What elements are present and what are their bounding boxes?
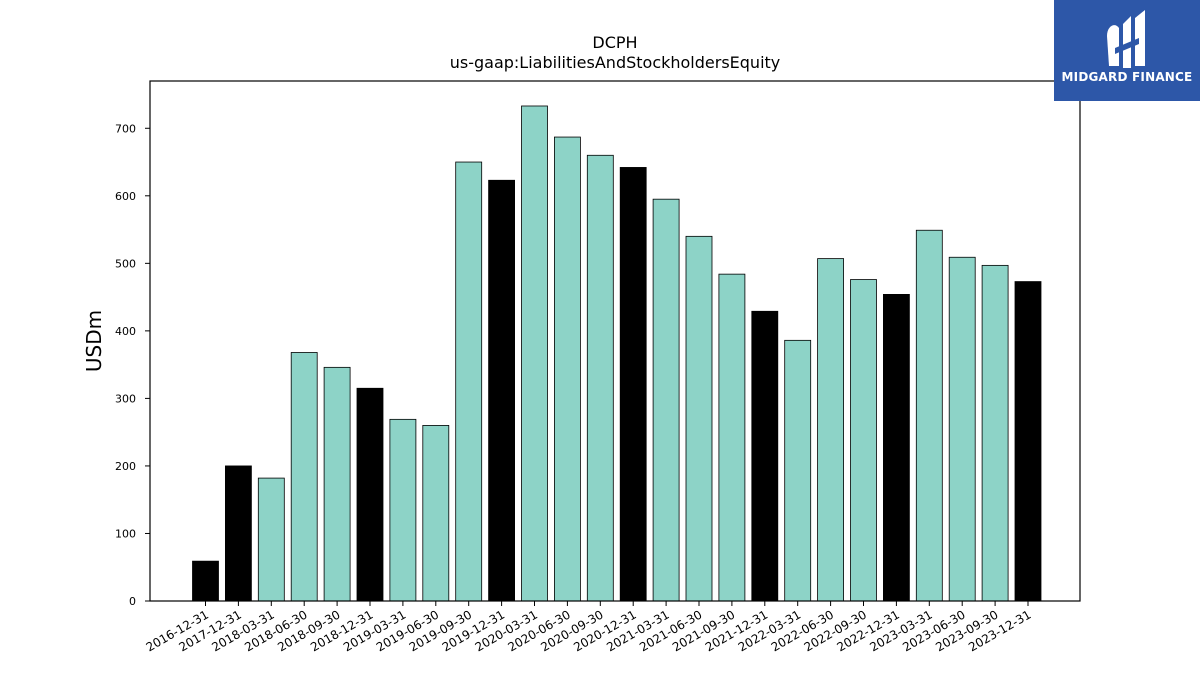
bar-2016-12-31 (192, 560, 219, 602)
bar-2019-09-30 (455, 161, 483, 602)
bar-2019-03-31 (389, 418, 417, 602)
bar-2018-06-30 (290, 352, 318, 602)
bar-2019-12-31 (488, 179, 516, 602)
y-tick-label: 100 (115, 527, 136, 540)
y-tick-label: 200 (115, 460, 136, 473)
bar-2023-12-31 (1014, 281, 1042, 602)
bar-2018-12-31 (356, 387, 384, 602)
bar-2022-12-31 (883, 294, 910, 602)
bar-2020-12-31 (619, 167, 647, 602)
y-tick-label: 700 (115, 122, 136, 135)
bar-2022-03-31 (784, 339, 812, 602)
bar-2020-09-30 (586, 154, 614, 602)
bar-2020-06-30 (554, 136, 581, 602)
bar-2021-03-31 (652, 198, 680, 602)
bar-2021-12-31 (751, 310, 779, 602)
y-tick-label: 400 (115, 325, 136, 338)
logo-text: MIDGARD FINANCE (1061, 70, 1193, 84)
y-tick-label: 300 (115, 392, 136, 405)
midgard-logo-mark-icon (1107, 10, 1145, 68)
y-axis-label: USDm (82, 310, 106, 372)
chart-subtitle: us-gaap:LiabilitiesAndStockholdersEquity (449, 53, 781, 72)
bar-2021-09-30 (718, 273, 746, 602)
y-tick-label: 0 (129, 595, 136, 608)
bar-2017-12-31 (224, 465, 252, 602)
y-tick-label: 500 (115, 257, 136, 270)
bar-2022-06-30 (817, 258, 844, 602)
bar-2020-03-31 (521, 105, 548, 602)
y-tick-label: 600 (115, 190, 136, 203)
bar-2021-06-30 (685, 235, 713, 602)
midgard-finance-logo: MIDGARD FINANCE (1054, 0, 1200, 101)
plot-frame (149, 80, 1081, 602)
chart-title: DCPH (592, 33, 638, 52)
bar-2019-06-30 (422, 425, 450, 602)
bar-2023-03-31 (915, 229, 943, 602)
bar-2023-09-30 (981, 264, 1009, 602)
bar-2022-09-30 (850, 279, 877, 602)
bars-group (192, 105, 1042, 602)
bar-2023-06-30 (948, 256, 976, 602)
bar-2018-03-31 (257, 477, 285, 602)
y-axis: 0 100 200 300 400 500 600 700 (115, 122, 150, 608)
bar-2018-09-30 (323, 366, 351, 602)
x-axis: 2016-12-312017-12-312018-03-312018-06-30… (144, 601, 1034, 654)
